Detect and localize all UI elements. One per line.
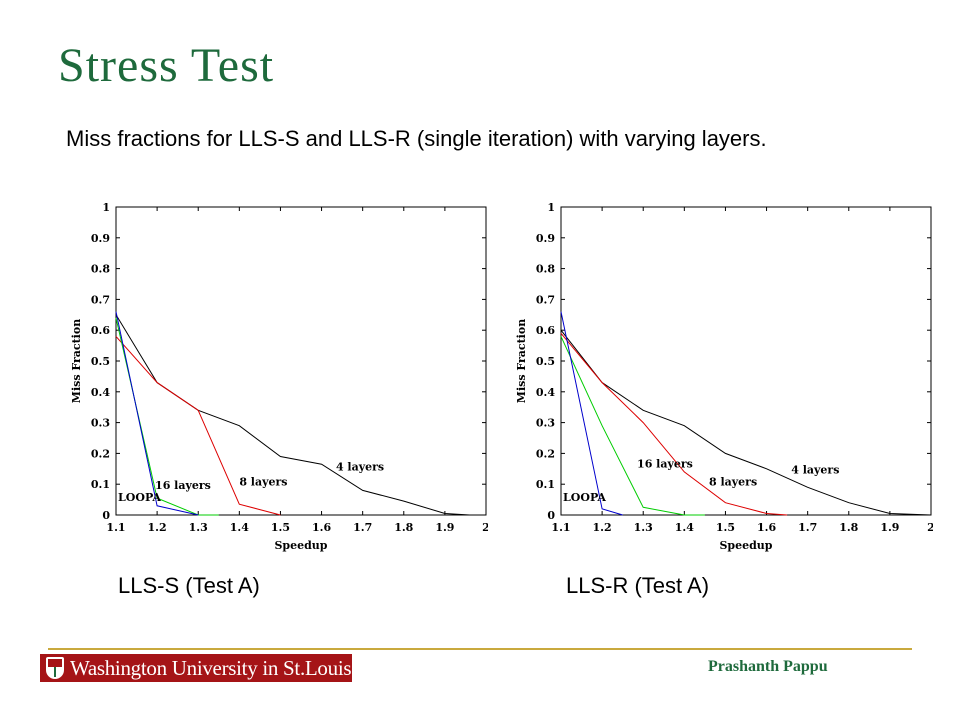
series-annotation: 4 layers	[336, 460, 384, 473]
x-tick-label: 1.9	[880, 521, 899, 534]
y-tick-label: 0.6	[91, 324, 110, 337]
series-line-4-layers	[560, 329, 932, 516]
x-tick-label: 1.4	[675, 521, 694, 534]
chart-lls-s: 0 0.1 0.2 0.3 0.4 0.5 0.6 0.7 0.8 0.9 1 1.1 1.2 1.3 1.…	[70, 201, 488, 552]
series-line-loopa	[560, 311, 623, 516]
x-tick-label: 1.7	[353, 521, 372, 534]
x-tick-label: 2	[927, 521, 933, 534]
x-tick-label: 1.1	[551, 521, 570, 534]
x-tick-label: 1.9	[435, 521, 454, 534]
series-annotation: 4 layers	[791, 463, 839, 476]
x-tick-label: 1.4	[230, 521, 249, 534]
x-tick-label: 1.6	[757, 521, 776, 534]
x-tick-label: 2	[482, 521, 488, 534]
y-tick-label: 0.1	[536, 478, 555, 491]
x-tick-label: 1.5	[271, 521, 290, 534]
shield-icon	[46, 657, 64, 679]
series-annotation: 16 layers	[155, 479, 211, 492]
y-axis-label: Miss Fraction	[70, 319, 83, 403]
y-tick-label: 0	[102, 509, 110, 522]
chart-lls-r: 0 0.1 0.2 0.3 0.4 0.5 0.6 0.7 0.8 0.9 1 1.1 1.2 1.3 1.…	[515, 201, 933, 552]
x-tick-label: 1.8	[839, 521, 858, 534]
series-annotation: LOOPA	[563, 491, 606, 504]
x-tick-label: 1.8	[394, 521, 413, 534]
y-axis-label: Miss Fraction	[515, 319, 528, 403]
y-tick-label: 0.5	[536, 355, 555, 368]
y-tick-label: 0.2	[536, 447, 555, 460]
y-tick-label: 0.5	[91, 355, 110, 368]
author-name: Prashanth Pappu	[708, 658, 828, 675]
y-tick-label: 0.8	[91, 263, 110, 276]
series-annotation: LOOPA	[118, 491, 161, 504]
y-tick-label: 0	[547, 509, 555, 522]
x-axis-label: Speedup	[719, 539, 772, 552]
series-annotation: 16 layers	[637, 457, 693, 470]
x-axis-label: Speedup	[274, 539, 327, 552]
y-tick-label: 1	[547, 201, 555, 214]
slide-subtitle: Miss fractions for LLS-S and LLS-R (sing…	[66, 126, 767, 151]
university-logo: Washington University in St.Louis	[40, 654, 352, 682]
series-annotation: 8 layers	[709, 476, 757, 489]
y-tick-label: 0.4	[91, 386, 110, 399]
series-line-8-layers	[115, 336, 281, 516]
y-tick-label: 0.1	[91, 478, 110, 491]
y-tick-label: 0.9	[536, 232, 555, 245]
x-tick-label: 1.3	[189, 521, 208, 534]
plot-frame	[560, 206, 932, 516]
series-line-16-layers	[560, 336, 705, 516]
series-line-loopa	[115, 311, 199, 516]
slide-title: Stress Test	[58, 39, 275, 92]
y-tick-label: 0.7	[536, 293, 555, 306]
university-logo-text: Washington University in St.Louis	[70, 655, 352, 680]
x-tick-label: 1.1	[106, 521, 125, 534]
footer-rule	[48, 648, 912, 650]
y-tick-label: 0.8	[536, 263, 555, 276]
x-tick-label: 1.6	[312, 521, 331, 534]
y-tick-label: 0.6	[536, 324, 555, 337]
y-tick-label: 1	[102, 201, 110, 214]
y-tick-label: 0.7	[91, 293, 110, 306]
y-tick-label: 0.9	[91, 232, 110, 245]
series-annotation: 8 layers	[239, 476, 287, 489]
caption-lls-r: LLS-R (Test A)	[566, 573, 710, 598]
x-tick-label: 1.3	[634, 521, 653, 534]
caption-lls-s: LLS-S (Test A)	[118, 573, 260, 598]
plot-frame	[115, 206, 487, 516]
x-tick-label: 1.2	[593, 521, 612, 534]
y-tick-label: 0.3	[91, 417, 110, 430]
series-line-8-layers	[560, 332, 788, 516]
y-tick-label: 0.3	[536, 417, 555, 430]
y-tick-label: 0.2	[91, 447, 110, 460]
x-tick-label: 1.7	[798, 521, 817, 534]
y-tick-label: 0.4	[536, 386, 555, 399]
x-tick-label: 1.5	[716, 521, 735, 534]
x-tick-label: 1.2	[148, 521, 167, 534]
